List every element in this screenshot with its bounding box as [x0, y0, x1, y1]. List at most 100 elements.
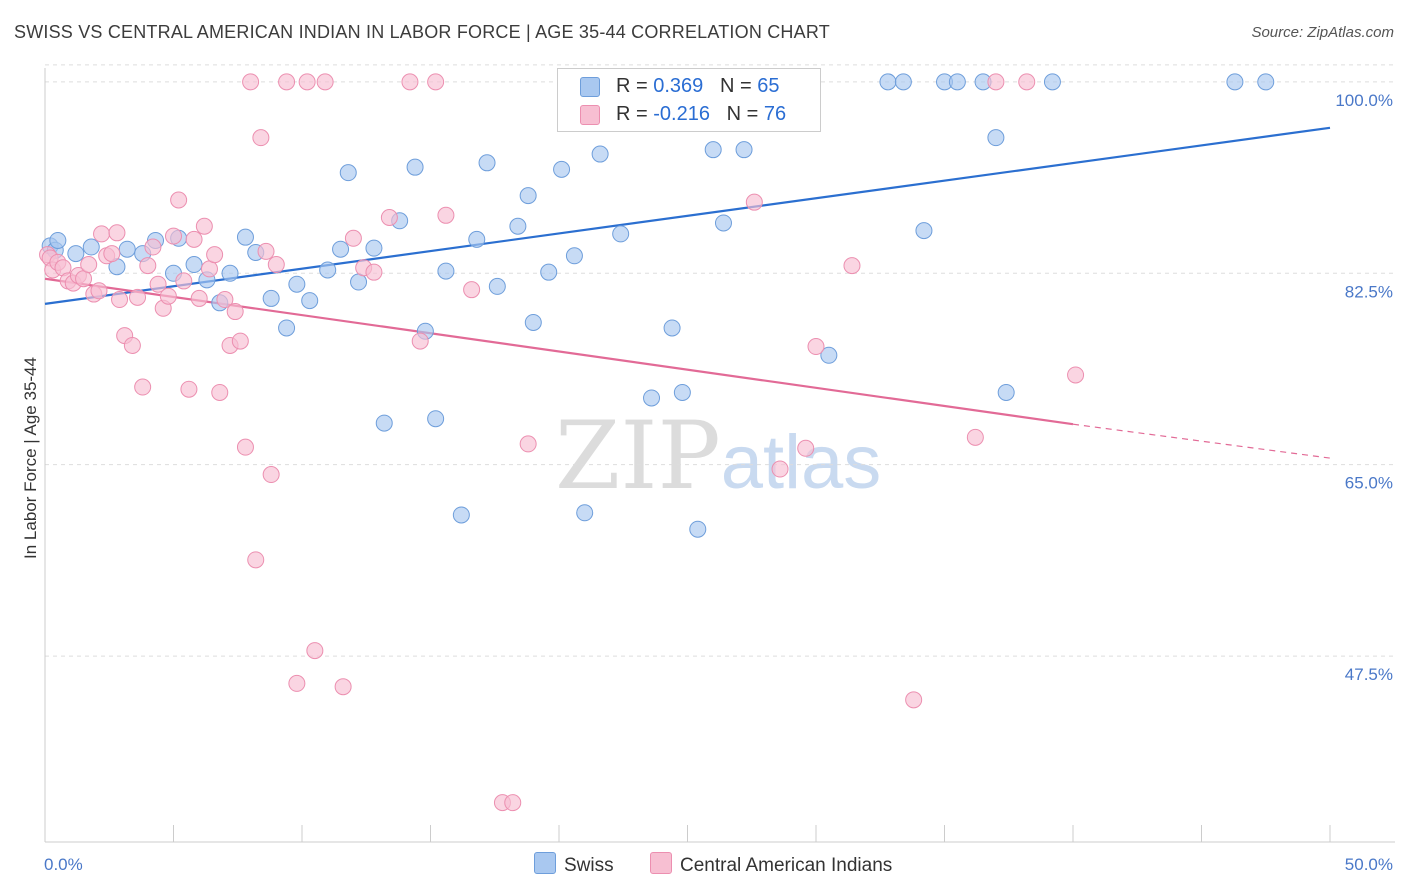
central-american-indians-point — [288, 674, 306, 692]
swiss-point — [221, 264, 239, 282]
swiss-point — [894, 73, 912, 91]
central-american-indians-point — [103, 245, 121, 263]
central-american-indians-point — [236, 438, 254, 456]
swiss-point — [236, 228, 254, 246]
central-american-indians-point — [185, 230, 203, 248]
central-american-indians-point — [252, 129, 270, 147]
swiss-point — [350, 273, 368, 291]
central-american-indians-point — [247, 551, 265, 569]
central-american-indians-point — [504, 794, 522, 812]
swiss-point — [997, 383, 1015, 401]
swiss-point — [278, 319, 296, 337]
swiss-point — [612, 225, 630, 243]
central-american-indians-point — [411, 332, 429, 350]
central-american-indians-point — [987, 73, 1005, 91]
central-american-indians-point — [306, 642, 324, 660]
y-tick-label: 65.0% — [1345, 474, 1393, 493]
watermark-zip: ZIP — [555, 402, 721, 511]
swiss-point — [643, 389, 661, 407]
y-tick-label: 100.0% — [1335, 91, 1393, 110]
central-american-indians-point — [401, 73, 419, 91]
central-american-indians-point — [463, 281, 481, 299]
swiss-point — [735, 141, 753, 159]
swiss-point — [82, 238, 100, 256]
x-tick-label: 0.0% — [44, 855, 83, 874]
swiss-point — [565, 247, 583, 265]
swiss-point — [519, 187, 537, 205]
central-american-indians-point — [344, 229, 362, 247]
central-american-indians-point — [905, 691, 923, 709]
tick-labels: 47.5% 65.0% 82.5% 100.0% 0.0% 50.0% — [44, 91, 1393, 874]
watermark-atlas: atlas — [720, 420, 882, 505]
swiss-point — [332, 240, 350, 258]
legend-text-swiss: R = 0.369 N = 65 — [616, 75, 780, 97]
swiss-point — [1257, 73, 1275, 91]
swiss-point — [185, 256, 203, 274]
bottom-legend-swiss: Swiss — [534, 852, 614, 877]
central-american-indians-point — [242, 73, 260, 91]
central-american-indians-point — [139, 257, 157, 275]
swiss-point — [509, 217, 527, 235]
central-american-indians-point — [262, 466, 280, 484]
swiss-point — [118, 240, 136, 258]
central-american-indians-point — [1018, 73, 1036, 91]
legend-text-central-american-indians: R = -0.216 N = 76 — [616, 103, 787, 125]
swiss-point — [365, 239, 383, 257]
chart-title: SWISS VS CENTRAL AMERICAN INDIAN IN LABO… — [14, 22, 830, 42]
swiss-point — [576, 504, 594, 522]
central-american-indians-point — [226, 303, 244, 321]
swiss-point — [820, 346, 838, 364]
central-american-indians-point — [519, 435, 537, 453]
swiss-point — [288, 275, 306, 293]
swiss-point — [319, 261, 337, 279]
central-american-indians-point — [144, 238, 162, 256]
bottom-legend-swatch-swiss — [534, 852, 556, 874]
swiss-point — [689, 520, 707, 538]
swiss-point — [478, 154, 496, 172]
swiss-point — [879, 73, 897, 91]
swiss-trend-line — [44, 126, 1331, 305]
axes — [44, 68, 1395, 843]
central-american-indians-point — [111, 291, 129, 309]
y-tick-label: 47.5% — [1345, 665, 1393, 684]
swiss-point — [468, 230, 486, 248]
central-american-indians-point — [278, 73, 296, 91]
swiss-point — [488, 277, 506, 295]
central-american-indians-point — [745, 193, 763, 211]
central-american-indians-point — [216, 291, 234, 309]
data-points — [39, 73, 1275, 812]
central-american-indians-point — [771, 460, 789, 478]
swiss-point — [301, 292, 319, 310]
swiss-point — [704, 141, 722, 159]
central-american-indians-point — [134, 378, 152, 396]
legend-swatch-central-american-indians — [580, 105, 600, 125]
central-american-indians-point — [80, 256, 98, 274]
y-tick-label: 82.5% — [1345, 282, 1393, 301]
central-american-indians-point — [195, 217, 213, 235]
central-american-indians-point — [316, 73, 334, 91]
swiss-point — [915, 222, 933, 240]
swiss-point — [427, 410, 445, 428]
swiss-point — [375, 414, 393, 432]
bottom-legend-swatch-central-american-indians — [650, 852, 672, 874]
central-american-indians-point — [211, 383, 229, 401]
swiss-point — [540, 263, 558, 281]
central-american-indians-point — [231, 332, 249, 350]
swiss-point — [49, 231, 67, 249]
swiss-point — [948, 73, 966, 91]
swiss-point — [591, 145, 609, 163]
watermark: ZIPatlas — [555, 402, 881, 511]
swiss-point — [339, 164, 357, 182]
bottom-legend-central-american-indians: Central American Indians — [650, 852, 892, 877]
central-american-indians-point — [257, 242, 275, 260]
central-american-indians-point — [190, 289, 208, 307]
central-american-indians-point — [1067, 366, 1085, 384]
swiss-point — [1043, 73, 1061, 91]
central-american-indians-point — [129, 288, 147, 306]
swiss-point — [437, 262, 455, 280]
central-american-indians-point — [365, 263, 383, 281]
legend-swatch-swiss — [580, 77, 600, 97]
swiss-point — [406, 158, 424, 176]
swiss-point — [714, 214, 732, 232]
